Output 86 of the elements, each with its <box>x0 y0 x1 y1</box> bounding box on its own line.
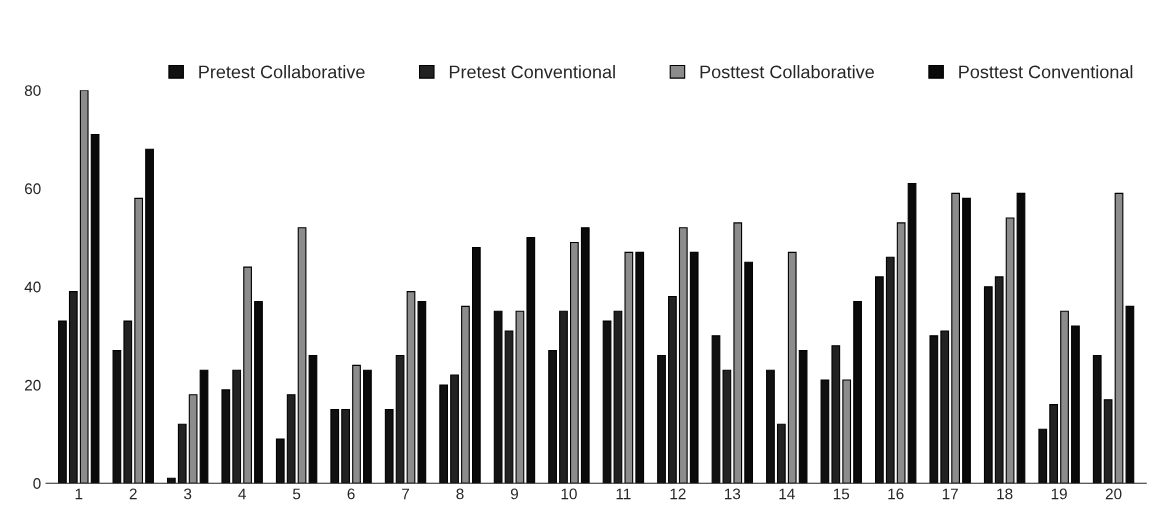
bar <box>657 354 666 484</box>
bar <box>406 291 416 484</box>
bar <box>417 300 427 484</box>
y-tick-label: 80 <box>24 85 41 96</box>
bar <box>384 408 394 484</box>
bar <box>1016 192 1026 484</box>
bar <box>733 222 743 484</box>
bar <box>635 251 645 484</box>
bar <box>689 251 699 484</box>
bar <box>896 222 906 484</box>
x-tick-label: 5 <box>292 488 301 500</box>
bar <box>90 133 100 484</box>
bar <box>787 251 797 484</box>
bar <box>744 261 754 484</box>
y-tick-label: 0 <box>33 478 41 489</box>
bar <box>188 394 198 484</box>
bar <box>1092 354 1102 484</box>
bar <box>145 148 154 484</box>
bar <box>254 300 263 484</box>
bar <box>112 350 122 484</box>
bar <box>548 350 557 484</box>
bar <box>875 276 884 484</box>
x-tick-label: 20 <box>1105 488 1122 500</box>
bar <box>678 227 688 484</box>
bar <box>820 379 830 484</box>
x-tick-label: 8 <box>456 488 464 500</box>
bar <box>275 438 285 484</box>
bar <box>798 350 808 484</box>
bar <box>243 266 252 484</box>
bar <box>330 408 340 484</box>
bar <box>352 364 361 484</box>
bar <box>439 384 449 484</box>
x-tick-label: 12 <box>670 488 686 500</box>
bar <box>983 286 993 484</box>
bar <box>1125 305 1135 484</box>
legend-label: Pretest Collaborative <box>199 65 365 79</box>
x-tick-label: 9 <box>510 488 518 500</box>
bar <box>199 369 209 484</box>
x-tick-label: 17 <box>942 488 958 500</box>
x-tick-label: 10 <box>561 488 577 500</box>
bar <box>58 320 67 484</box>
x-tick-label: 18 <box>997 488 1013 500</box>
bar <box>907 183 917 484</box>
bar <box>711 335 721 484</box>
bar <box>766 369 775 484</box>
bar <box>570 241 579 484</box>
x-tick-label: 1 <box>75 488 83 500</box>
legend-label: Posttest Conventional <box>959 65 1133 79</box>
bar <box>493 310 503 484</box>
x-tick-label: 16 <box>888 488 904 500</box>
x-tick-label: 13 <box>724 488 741 500</box>
x-tick-label: 3 <box>184 488 192 500</box>
x-tick-label: 4 <box>238 488 246 500</box>
bar <box>1060 310 1069 484</box>
bar <box>951 192 960 484</box>
bar <box>221 389 231 484</box>
bar <box>853 300 862 484</box>
bar <box>1071 325 1080 484</box>
bar <box>363 369 372 484</box>
y-tick-label: 60 <box>25 183 41 195</box>
bar <box>842 379 852 484</box>
bar <box>134 197 144 484</box>
bar <box>1005 217 1015 484</box>
x-tick-label: 14 <box>779 488 795 500</box>
bar <box>1114 192 1124 484</box>
x-tick-label: 7 <box>402 488 410 500</box>
x-tick-label: 6 <box>347 488 355 500</box>
y-tick-label: 20 <box>25 379 41 391</box>
legend-label: Pretest Conventional <box>449 65 615 79</box>
bar <box>461 305 470 484</box>
bar <box>1038 428 1048 484</box>
y-tick-label: 40 <box>24 281 41 293</box>
bar <box>929 335 939 484</box>
bar <box>526 237 536 484</box>
bar <box>79 90 89 484</box>
bar <box>471 246 481 484</box>
legend-label: Posttest Collaborative <box>700 65 874 79</box>
x-tick-label: 19 <box>1051 488 1067 500</box>
bar <box>580 227 590 484</box>
bar <box>515 310 525 484</box>
x-tick-label: 11 <box>616 488 631 500</box>
x-tick-label: 2 <box>129 488 137 500</box>
bar <box>624 251 634 484</box>
x-tick-label: 15 <box>833 488 850 500</box>
bar <box>962 197 971 484</box>
bar <box>166 477 176 484</box>
